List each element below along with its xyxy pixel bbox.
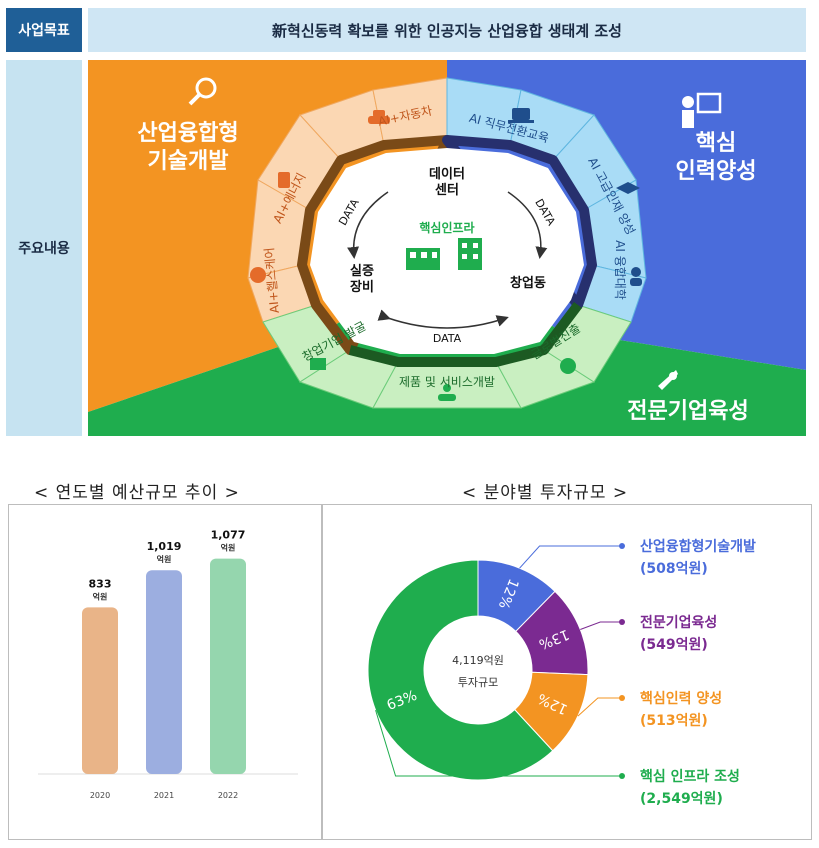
quadrant-tech-title: 산업융합형 기술개발 <box>137 120 238 174</box>
document-icon <box>278 172 290 188</box>
inner-ring-tech <box>297 135 452 355</box>
bar-category-label: 2022 <box>218 791 238 800</box>
quadrant-enterprise-title: 전문기업육성 <box>627 399 748 424</box>
leader-dot <box>619 695 625 701</box>
legend-name: 핵심인력 양성 <box>640 690 722 707</box>
ring-item-ai-health: AI+헬스케어 <box>262 247 282 314</box>
bar-2022 <box>210 558 246 774</box>
bar-2020 <box>82 607 118 774</box>
main-content-label: 주요내용 <box>6 60 82 436</box>
buildings-icon <box>406 238 482 270</box>
legend-amount: (508억원) <box>640 561 708 577</box>
donut-center-caption: 투자규모 <box>458 676 498 689</box>
magnifier-chart-icon <box>188 77 217 106</box>
quadrant-talent-title: 핵심 인력양성 <box>676 131 757 184</box>
leader-line <box>580 621 622 630</box>
graduation-cap-icon <box>616 182 640 194</box>
bar-unit-label: 억원 <box>157 554 172 564</box>
goal-label: 사업목표 <box>6 8 82 52</box>
data-arrow-right <box>507 191 548 259</box>
node-datacenter: 데이터 센터 <box>429 166 465 198</box>
ecosystem-diagram: 산업융합형 기술개발 핵심 인력양성 전문기업육성 AI+자동차 AI+에너지 AI… <box>88 60 806 436</box>
person-icon <box>630 267 642 286</box>
gift-icon <box>310 358 326 370</box>
bar-category-label: 2021 <box>154 791 174 800</box>
ring-item-ai-college: AI 융합대학 <box>613 240 627 300</box>
legend-name: 핵심 인프라 조성 <box>640 768 740 785</box>
legend-name: 산업융합형기술개발 <box>640 538 756 555</box>
leader-dot <box>619 773 625 779</box>
center-title: 핵심인프라 <box>419 220 474 235</box>
donut-section-title: < 분야별 투자규모 > <box>462 483 629 503</box>
legend-name: 전문기업육성 <box>640 614 717 631</box>
bar-2021 <box>146 570 182 774</box>
bar-unit-label: 억원 <box>221 543 236 553</box>
donut-slice-4 <box>367 559 554 781</box>
bar-category-label: 2020 <box>90 791 110 800</box>
rocket-icon <box>658 370 678 390</box>
diagram-svg: 산업융합형 기술개발 핵심 인력양성 전문기업육성 AI+자동차 AI+에너지 AI… <box>88 60 806 436</box>
bar-value-label: 1,019 <box>147 540 182 553</box>
ring-item-product: 제품 및 서비스개발 <box>399 375 495 389</box>
data-label-bottom: DATA <box>433 332 462 345</box>
bar-value-label: 1,077 <box>211 529 246 542</box>
bar-unit-label: 억원 <box>93 591 108 601</box>
data-arrow-bottom <box>377 309 509 329</box>
legend-amount: (513억원) <box>640 713 708 729</box>
goal-title: 新혁신동력 확보를 위한 인공지능 산업융합 생태계 조성 <box>88 8 806 52</box>
legend-amount: (549억원) <box>640 637 708 653</box>
leader-line <box>519 545 622 569</box>
node-test-equipment: 실증 장비 <box>350 263 374 295</box>
medical-icon <box>250 267 266 283</box>
car-icon <box>368 110 390 124</box>
leader-line <box>577 697 622 717</box>
globe-icon <box>560 358 576 374</box>
bar-value-label: 833 <box>89 577 112 590</box>
laptop-icon <box>508 108 534 123</box>
node-startup-building: 창업동 <box>510 275 546 291</box>
investment-donut-chart: 12%산업융합형기술개발(508억원)13%전문기업육성(549억원)12% 핵심… <box>367 538 756 807</box>
data-arrow-left <box>347 191 389 259</box>
leader-line <box>375 709 622 777</box>
presenter-icon <box>682 92 722 128</box>
hand-coin-icon <box>438 384 456 401</box>
leader-dot <box>619 543 625 549</box>
legend-amount: (2,549억원) <box>640 791 723 807</box>
donut-center-total: 4,119억원 <box>452 654 504 667</box>
bar-section-title: < 연도별 예산규모 추이 > <box>34 483 240 503</box>
inner-ring-enterprise <box>348 301 582 367</box>
leader-dot <box>619 619 625 625</box>
